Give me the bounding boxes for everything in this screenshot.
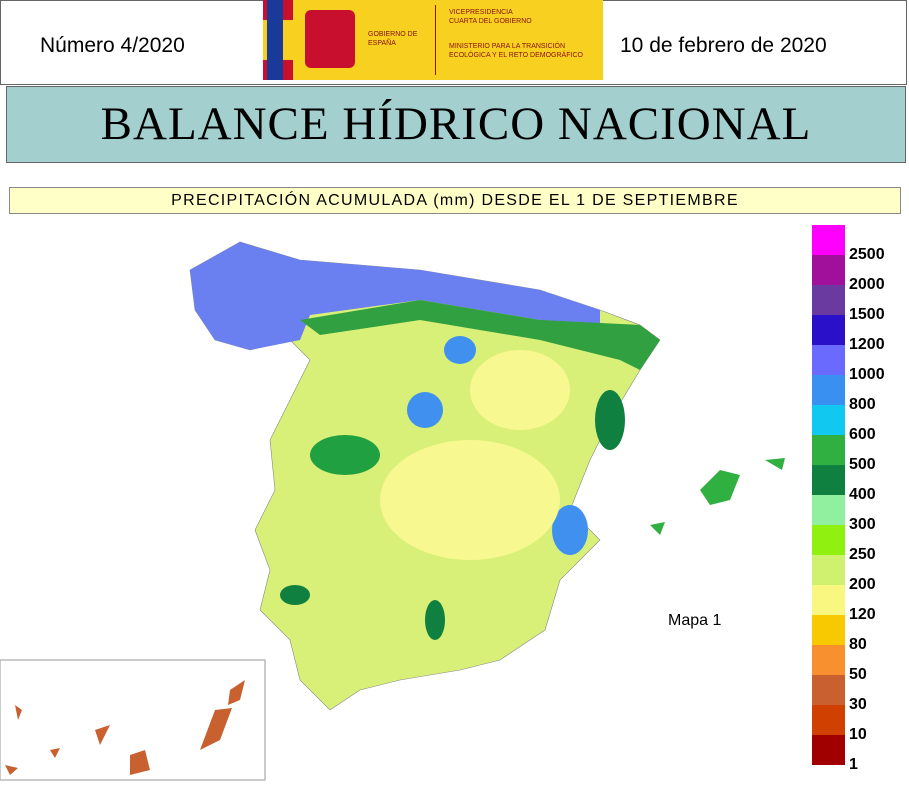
legend-item: 2000 — [812, 255, 885, 293]
legend-item: 800 — [812, 375, 885, 413]
legend-label: 400 — [849, 486, 876, 503]
legend-label: 10 — [849, 726, 867, 743]
canary-islands — [5, 680, 245, 775]
legend-item: 1 — [812, 735, 885, 773]
map — [0, 241, 785, 781]
wet-zone — [407, 392, 443, 428]
canary-inset — [0, 659, 266, 781]
legend-swatch — [812, 495, 845, 525]
logo: GOBIERNO DE ESPAÑA VICEPRESIDENCIA CUART… — [263, 0, 603, 80]
legend-item: 80 — [812, 615, 885, 653]
legend-swatch — [812, 585, 845, 615]
legend-label: 1 — [849, 756, 858, 773]
legend-swatch — [812, 315, 845, 345]
legend-label: 800 — [849, 396, 876, 413]
legend-swatch — [812, 645, 845, 675]
bulletin-number: Número 4/2020 — [40, 34, 185, 57]
legend-label: 300 — [849, 516, 876, 533]
north-wet-zone — [190, 242, 600, 350]
legend-item: 600 — [812, 405, 885, 443]
legend-item: 10 — [812, 705, 885, 743]
legend-swatch — [812, 615, 845, 645]
map-label: Mapa 1 — [668, 612, 722, 629]
logo-ministry: MINISTERIO PARA LA TRANSICIÓN ECOLÓGICA … — [449, 43, 583, 59]
wet-zone — [444, 336, 476, 364]
legend-item: 250 — [812, 525, 885, 563]
legend-label: 600 — [849, 426, 876, 443]
legend-item: 500 — [812, 435, 885, 473]
legend-label: 30 — [849, 696, 867, 713]
wet-zone — [552, 505, 588, 555]
legend: 2500 2000 1500 1200 1000 800 600 500 400 300 250 20… — [812, 225, 885, 773]
legend-swatch — [812, 405, 845, 435]
coat-of-arms — [305, 10, 355, 68]
legend-swatch — [812, 345, 845, 375]
wet-zone — [595, 390, 625, 450]
legend-swatch — [812, 735, 845, 765]
legend-label: 1000 — [849, 366, 885, 383]
legend-item: 400 — [812, 465, 885, 503]
legend-label: 1200 — [849, 336, 885, 353]
legend-swatch — [812, 375, 845, 405]
legend-item: 120 — [812, 585, 885, 623]
legend-swatch — [812, 435, 845, 465]
legend-swatch — [812, 555, 845, 585]
legend-item: 30 — [812, 675, 885, 713]
legend-label: 2500 — [849, 246, 885, 263]
legend-label: 200 — [849, 576, 876, 593]
title: BALANCE HÍDRICO NACIONAL — [6, 86, 906, 163]
legend-label: 50 — [849, 666, 867, 683]
legend-label: 120 — [849, 606, 876, 623]
legend-item: 200 — [812, 555, 885, 593]
wet-zone — [310, 435, 380, 475]
wet-zone — [280, 585, 310, 605]
legend-swatch — [812, 285, 845, 315]
logo-vicepresidency: VICEPRESIDENCIA CUARTA DEL GOBIERNO — [449, 9, 532, 25]
legend-item: 2500 — [812, 225, 885, 263]
legend-label: 1500 — [849, 306, 885, 323]
date: 10 de febrero de 2020 — [620, 34, 827, 57]
legend-label: 250 — [849, 546, 876, 563]
legend-item: 1200 — [812, 315, 885, 353]
dry-zone — [380, 440, 560, 560]
wet-zone — [425, 600, 445, 640]
dry-zone — [470, 350, 570, 430]
legend-swatch — [812, 255, 845, 285]
legend-swatch — [812, 525, 845, 555]
legend-item: 1000 — [812, 345, 885, 383]
legend-label: 2000 — [849, 276, 885, 293]
logo-government: GOBIERNO DE ESPAÑA — [368, 31, 418, 47]
divider — [435, 5, 436, 75]
subtitle: PRECIPITACIÓN ACUMULADA (mm) DESDE EL 1 … — [9, 187, 901, 214]
legend-label: 500 — [849, 456, 876, 473]
legend-swatch — [812, 675, 845, 705]
north-green-band — [300, 300, 660, 370]
legend-swatch — [812, 225, 845, 255]
legend-item: 50 — [812, 645, 885, 683]
legend-item: 300 — [812, 495, 885, 533]
legend-swatch — [812, 705, 845, 735]
eu-flag — [267, 0, 283, 80]
balearic-islands — [650, 458, 785, 535]
legend-label: 80 — [849, 636, 867, 653]
legend-item: 1500 — [812, 285, 885, 323]
legend-swatch — [812, 465, 845, 495]
